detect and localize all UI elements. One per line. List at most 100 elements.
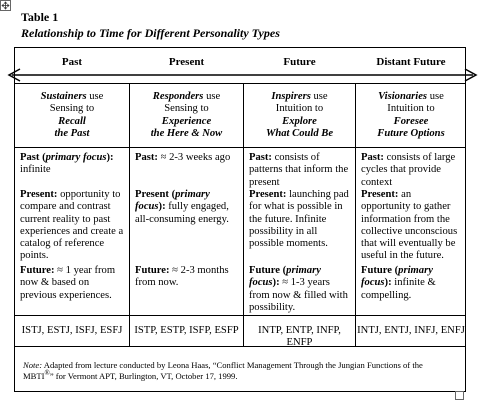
col-divider — [129, 83, 130, 346]
paragraph: Past: consists of patterns that inform t… — [244, 152, 355, 189]
intro-cell: Inspirers use Intuition to Explore What Cou… — [244, 91, 355, 140]
text-run: ” for Vermont APT, Burlington, VT, Octob… — [49, 370, 238, 381]
text-run: Sustainers — [40, 91, 87, 102]
paragraph: Present: opportunity to compare and cont… — [15, 189, 129, 263]
text-run: Future ( — [361, 265, 399, 276]
timeline-arrow — [7, 68, 478, 82]
text-run: Present: — [361, 189, 399, 200]
intro-line: the Here & Now — [130, 128, 243, 140]
column-header: Future — [283, 56, 316, 68]
row-divider — [15, 83, 465, 84]
text-run: ≈ 1-3 years from now & filled with possi… — [249, 277, 348, 313]
table-title: Relationship to Time for Different Perso… — [21, 26, 280, 40]
text-run: ): — [158, 201, 166, 213]
text-run: Intuition to — [275, 103, 324, 115]
text-run: the Past — [54, 127, 90, 139]
text-run: Visionaries — [378, 91, 428, 102]
row-divider — [15, 346, 465, 347]
col-divider — [243, 83, 244, 346]
text-run: Future: — [20, 265, 55, 276]
text-run: Past: — [249, 152, 272, 163]
resize-handle[interactable] — [455, 391, 464, 400]
text-run: consists of large cycles that provide co… — [361, 152, 456, 188]
text-run: Experience — [161, 115, 212, 127]
paragraph: Future (primary focus): infinite & compe… — [356, 265, 466, 302]
text-run: primary focus — [135, 189, 210, 213]
intro-line: Foresee — [356, 116, 466, 128]
text-run: Present: — [20, 189, 58, 200]
text-run: ): — [106, 152, 114, 163]
text-run: ): — [272, 277, 280, 289]
type-list: INTP, ENTP, INFP, ENFP — [258, 325, 341, 349]
intro-cell: Responders use Sensing to Experience the He… — [130, 91, 243, 140]
text-run: Future ( — [249, 265, 287, 276]
text-run: Past ( — [20, 152, 46, 163]
text-run: Past: — [135, 152, 158, 163]
intro-line: the Past — [15, 128, 129, 140]
intro-cell: Visionaries use Intuition to Foresee Future… — [356, 91, 466, 140]
text-run: Present ( — [135, 189, 176, 200]
paragraph: Past: consists of large cycles that prov… — [356, 152, 466, 189]
table-label: Table 1 — [21, 10, 59, 24]
text-run: Future Options — [377, 127, 445, 139]
paragraph: Future: ≈ 1 year from now & based on pre… — [15, 265, 129, 302]
intro-line: Future Options — [356, 128, 466, 140]
intro-line: Sensing to — [15, 103, 129, 115]
text-run: the Here & Now — [150, 127, 223, 139]
text-run: ): — [384, 277, 392, 289]
text-run: Sensing to — [164, 103, 209, 115]
intro-line: Visionaries use — [356, 91, 466, 103]
intro-cell: Sustainers use Sensing to Recall the Past — [15, 91, 129, 140]
text-run: opportunity to compare and contrast curr… — [20, 189, 124, 262]
intro-line: Recall — [15, 116, 129, 128]
intro-line: Intuition to — [244, 103, 355, 115]
column-header: Past — [61, 56, 83, 68]
text-run: ≈ 1 year from now & based on previous ex… — [20, 265, 116, 301]
paragraph: Past: ≈ 2-3 weeks ago — [130, 152, 243, 164]
text-run: consists of patterns that inform the pre… — [249, 152, 349, 188]
text-run: use — [310, 91, 328, 102]
text-run: What Could Be — [265, 127, 334, 139]
text-run: primary focus — [249, 265, 321, 289]
col-divider — [355, 83, 356, 346]
text-run: Sensing to — [49, 103, 95, 115]
text-run: Adapted from lecture conducted by Leona … — [23, 360, 423, 381]
type-list: ISTP, ESTP, ISFP, ESFP — [134, 325, 239, 336]
move-handle[interactable] — [0, 0, 12, 12]
intro-line: Inspirers use — [244, 91, 355, 103]
note: Note: Adapted from lecture conducted by … — [23, 360, 443, 381]
text-run: use — [203, 91, 221, 102]
text-run: Future: — [135, 265, 170, 276]
intro-line: Experience — [130, 116, 243, 128]
intro-line: What Could Be — [244, 128, 355, 140]
type-list: INTJ, ENTJ, INFJ, ENFJ — [357, 325, 465, 336]
column-header: Present — [168, 56, 205, 68]
text-run: primary focus — [361, 265, 433, 289]
text-run: ≈ 2-3 weeks ago — [157, 152, 231, 163]
paragraph: Past (primary focus): infinite — [15, 152, 129, 177]
text-run: Explore — [282, 115, 317, 127]
paragraph: Future (primary focus): ≈ 1-3 years from… — [244, 265, 355, 314]
text-run: ≈ 2-3 months from now. — [135, 265, 229, 289]
text-run: Inspirers — [271, 91, 311, 102]
column-header: Distant Future — [376, 56, 446, 68]
text-run: use — [427, 91, 444, 102]
paragraph: Future: ≈ 2-3 months from now. — [130, 265, 243, 290]
text-run: Note: — [23, 360, 43, 370]
text-run: Responders — [152, 91, 204, 102]
table: Past Sustainers use Sensing to Recall the Pa… — [14, 47, 466, 392]
text-run: fully engaged, all-consuming energy. — [135, 201, 229, 225]
text-run: Intuition to — [387, 103, 435, 115]
text-run: Foresee — [393, 115, 429, 127]
text-run: infinite & compelling. — [361, 277, 436, 301]
text-run: ® — [44, 368, 50, 377]
row-divider — [15, 315, 465, 316]
text-run: an opportunity to gather information fro… — [361, 189, 458, 262]
text-run: Present: — [249, 189, 287, 200]
intro-line: Sensing to — [130, 103, 243, 115]
text-run: primary focus — [45, 152, 107, 163]
row-divider — [15, 147, 465, 148]
text-run: launching pad for what is possible in th… — [249, 189, 349, 250]
paragraph: Present: an opportunity to gather inform… — [356, 189, 466, 263]
